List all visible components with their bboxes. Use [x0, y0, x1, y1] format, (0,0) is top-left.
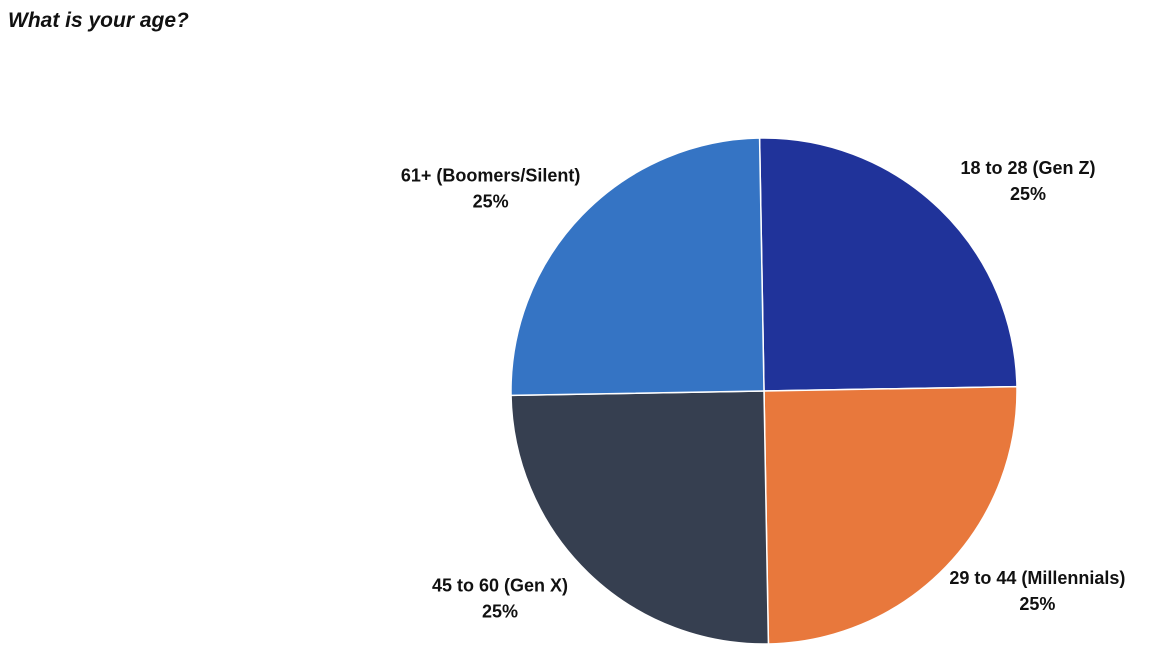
pie-slice	[758, 137, 1018, 392]
slice-value-label: 25%	[482, 601, 518, 621]
slice-label: 18 to 28 (Gen Z)	[960, 158, 1095, 178]
slice-label: 45 to 60 (Gen X)	[432, 575, 568, 595]
slice-label: 29 to 44 (Millennials)	[949, 568, 1125, 588]
slice-value-label: 25%	[473, 191, 509, 211]
slice-value-label: 25%	[1010, 184, 1046, 204]
pie-slice	[510, 137, 765, 397]
chart-title: What is your age?	[8, 9, 189, 32]
pie-slice	[763, 385, 1018, 645]
pie-slice	[510, 390, 770, 645]
slice-value-label: 25%	[1019, 594, 1055, 614]
slice-label: 61+ (Boomers/Silent)	[401, 165, 581, 185]
